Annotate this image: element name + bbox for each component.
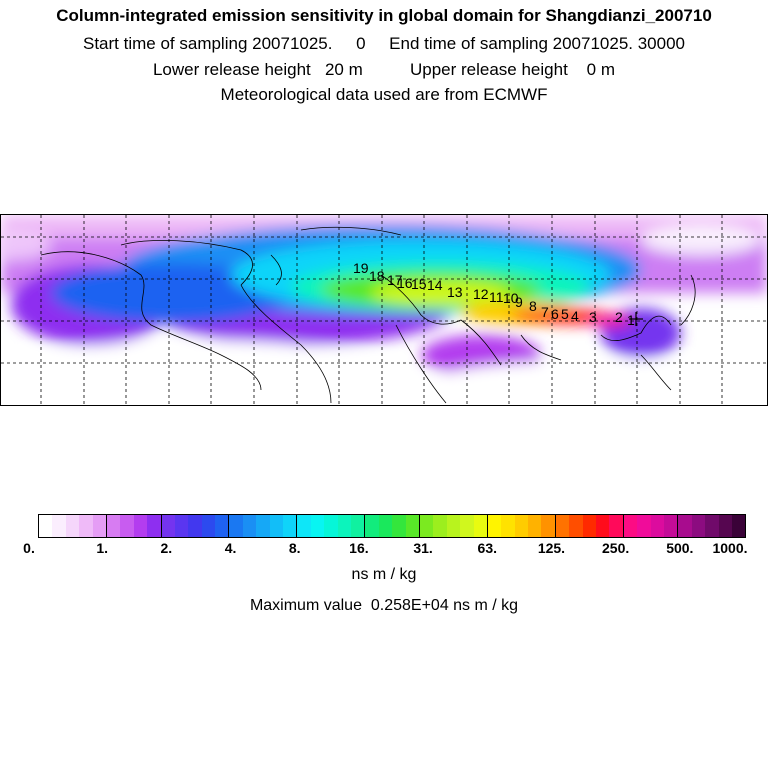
- emission-sensitivity-map: 19 18 17 16 15 14 13 12 11 10 9 8 7 6 5 4 3 2 1: [0, 214, 768, 406]
- colorbar-cell: [161, 515, 175, 537]
- colorbar-cell: [678, 515, 692, 537]
- colorbar-cell: [174, 515, 189, 537]
- colorbar-cell: [188, 515, 202, 537]
- colorbar-tick-label: 250.: [602, 540, 630, 556]
- maximum-value: Maximum value 0.258E+04 ns m / kg: [249, 597, 519, 614]
- colorbar-cell: [92, 515, 107, 537]
- colorbar-cell: [596, 515, 610, 537]
- colorbar-tick-label: 2.: [160, 540, 173, 556]
- colorbar-cell: [324, 515, 338, 537]
- colorbar-cell: [433, 515, 447, 537]
- trajectory-label: 18: [369, 268, 385, 284]
- colorbar-cell: [350, 515, 366, 537]
- colorbar-cell: [487, 515, 502, 537]
- trajectory-label: 16: [397, 275, 413, 291]
- colorbar-tick-label: 31.: [413, 540, 433, 556]
- colorbar-cell: [582, 515, 597, 537]
- sensitivity-field: [1, 215, 767, 405]
- trajectory-label: 11: [489, 289, 504, 305]
- colorbar-cell: [365, 515, 379, 537]
- trajectory-label: 13: [447, 284, 463, 300]
- colorbar-cell: [39, 515, 53, 537]
- trajectory-label: 1: [627, 312, 635, 328]
- colorbar-cell: [392, 515, 406, 537]
- map-title: Column-integrated emission sensitivity i…: [56, 6, 712, 25]
- trajectory-label: 7: [541, 304, 549, 320]
- trajectory-label: 19: [353, 260, 369, 276]
- trajectory-label: 2: [615, 309, 623, 325]
- colorbar-cell: [460, 515, 474, 537]
- colorbar-cell: [256, 515, 270, 537]
- colorbar-cell: [637, 515, 651, 537]
- colorbar-cell: [133, 515, 148, 537]
- colorbar-tick-label: 1000.: [712, 540, 748, 556]
- colorbar-cell: [446, 515, 461, 537]
- trajectory-label: 10: [503, 290, 519, 306]
- trajectory-label: 14: [427, 277, 443, 293]
- colorbar-tick-label: 4.: [224, 540, 237, 556]
- trajectory-label: 12: [473, 286, 489, 302]
- release-height-line: Lower release height 20 m Upper release …: [152, 60, 616, 79]
- colorbar-cell: [569, 515, 583, 537]
- colorbar-cell: [514, 515, 529, 537]
- colorbar-tick-label: 0.: [23, 540, 35, 556]
- colorbar-cell: [378, 515, 393, 537]
- colorbar-cell: [201, 515, 216, 537]
- colorbar-cell: [147, 515, 162, 537]
- colorbar-cell: [120, 515, 134, 537]
- colorbar-cell: [650, 515, 664, 537]
- colorbar-cell: [623, 515, 638, 537]
- colorbar-cell: [79, 515, 93, 537]
- colorbar-tick-label: 8.: [288, 540, 301, 556]
- colorbar-cell: [269, 515, 284, 537]
- graticule: [1, 215, 767, 405]
- trajectory-label: 15: [411, 276, 427, 292]
- trajectory-label: 3: [589, 309, 597, 325]
- trajectory-label: 4: [571, 308, 579, 324]
- coastlines: [40, 226, 696, 404]
- colorbar-cell: [283, 515, 298, 537]
- trajectory-label: 6: [551, 306, 559, 322]
- colorbar-cell: [705, 515, 719, 537]
- colorbar-tick-label: 63.: [477, 540, 497, 556]
- colorbar-cell: [242, 515, 257, 537]
- trajectory-label: 9: [515, 294, 523, 310]
- colorbar-cell: [297, 515, 311, 537]
- colorbar-tick-label: 500.: [666, 540, 694, 556]
- colorbar-cell: [731, 515, 746, 537]
- sampling-time-line: Start time of sampling 20071025. 0 End t…: [83, 34, 685, 53]
- colorbar-cell: [609, 515, 624, 537]
- colorbar-cell: [310, 515, 325, 537]
- colorbar-cell: [215, 515, 230, 537]
- colorbar-cell: [718, 515, 732, 537]
- trajectory-label: 8: [529, 298, 537, 314]
- colorbar-tick-label: 1.: [96, 540, 109, 556]
- colorbar-tick-label: 125.: [537, 540, 566, 556]
- colorbar-cell: [337, 515, 351, 537]
- colorbar-cell: [473, 515, 488, 537]
- colorbar-cell: [691, 515, 706, 537]
- meteorological-data-line: Meteorological data used are from ECMWF: [220, 85, 548, 104]
- colorbar-cell: [106, 515, 121, 537]
- colorbar-cell: [541, 515, 556, 537]
- colorbar-cell: [405, 515, 420, 537]
- colorbar-units: ns m / kg: [351, 566, 417, 583]
- trajectory-label: 17: [387, 272, 403, 288]
- colorbar-cell: [229, 515, 243, 537]
- colorbar-cell: [528, 515, 542, 537]
- colorbar-cell: [663, 515, 679, 537]
- colorbar-cell: [419, 515, 434, 537]
- colorbar-tick-label: 16.: [349, 540, 369, 556]
- colorbar-cell: [52, 515, 66, 537]
- colorbar: [38, 514, 746, 538]
- colorbar-cell: [501, 515, 515, 537]
- receptor-marker: [629, 312, 643, 326]
- colorbar-cell: [555, 515, 570, 537]
- colorbar-cell: [65, 515, 80, 537]
- trajectory-label: 5: [561, 306, 569, 322]
